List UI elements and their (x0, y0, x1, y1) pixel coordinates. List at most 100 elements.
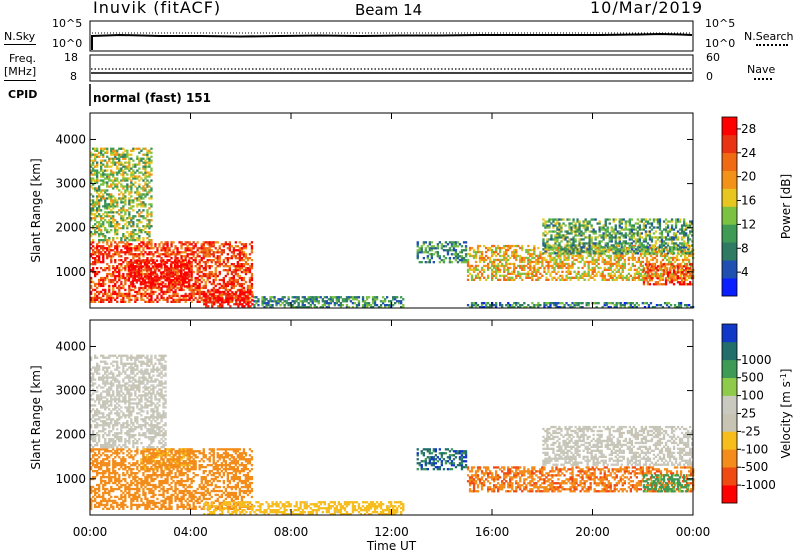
heatmap-cell (96, 163, 99, 166)
heatmap-cell (517, 272, 520, 275)
heatmap-cell (168, 249, 171, 252)
heatmap-cell (90, 235, 93, 238)
heatmap-cell (170, 243, 173, 246)
heatmap-cell (648, 222, 652, 225)
heatmap-cell (242, 255, 246, 258)
heatmap-cell (172, 280, 175, 284)
heatmap-cell (178, 298, 181, 301)
heatmap-cell (209, 297, 212, 300)
heatmap-cell (104, 292, 107, 296)
heatmap-cell (140, 296, 143, 300)
heatmap-cell (633, 244, 636, 248)
heatmap-cell (261, 302, 264, 305)
heatmap-cell (98, 221, 101, 224)
heatmap-cell (98, 233, 101, 236)
heatmap-cell (161, 285, 165, 288)
heatmap-cell (641, 270, 644, 273)
heatmap-cell (529, 262, 532, 266)
heatmap-cell (560, 230, 563, 233)
heatmap-cell (591, 266, 594, 270)
heatmap-cell (136, 157, 139, 160)
heatmap-cell (666, 232, 670, 235)
heatmap-cell (645, 260, 649, 264)
heatmap-cell (174, 245, 177, 248)
heatmap-cell (245, 297, 248, 300)
heatmap-cell (577, 276, 580, 279)
heatmap-cell (212, 294, 215, 298)
heatmap-cell (628, 222, 631, 225)
heatmap-cell (277, 298, 280, 301)
heatmap-cell (132, 294, 135, 298)
heatmap-cell (112, 237, 115, 240)
heatmap-cell (626, 250, 629, 253)
heatmap-cell (615, 270, 618, 273)
heatmap-cell (562, 248, 565, 251)
heatmap-cell (222, 245, 225, 248)
heatmap-cell (466, 278, 470, 281)
heatmap-cell (126, 274, 129, 278)
heatmap-cell (246, 288, 250, 292)
heatmap-cell (371, 296, 375, 299)
heatmap-cell (547, 270, 550, 273)
heatmap-cell (547, 302, 550, 305)
heatmap-cell (118, 294, 121, 298)
heatmap-cell (549, 254, 552, 258)
heatmap-cell (208, 276, 211, 280)
heatmap-cell (592, 230, 595, 233)
heatmap-cell (402, 304, 405, 307)
heatmap-cell (136, 296, 139, 300)
heatmap-cell (544, 226, 547, 229)
heatmap-cell (144, 227, 147, 230)
heatmap-cell (499, 250, 502, 254)
heatmap-cell (150, 169, 153, 172)
heatmap-cell (96, 270, 99, 274)
heatmap-cell (226, 288, 229, 292)
heatmap-cell (567, 262, 570, 266)
heatmap-cell (513, 278, 516, 281)
heatmap-cell (140, 294, 143, 298)
heatmap-cell (610, 234, 613, 237)
heatmap-cell (307, 296, 310, 299)
heatmap-cell (592, 244, 595, 247)
heatmap-cell (249, 301, 252, 304)
heatmap-cell (564, 238, 567, 241)
heatmap-cell (291, 296, 294, 299)
heatmap-cell (519, 266, 522, 270)
heatmap-cell (505, 262, 508, 266)
heatmap-cell (587, 262, 590, 266)
heatmap-cell (132, 205, 135, 208)
heatmap-cell (137, 273, 140, 276)
heatmap-cell (196, 249, 199, 252)
heatmap-cell (202, 269, 205, 272)
heatmap-cell (182, 277, 185, 280)
heatmap-cell (151, 271, 155, 274)
heatmap-cell (166, 245, 169, 248)
heatmap-cell (106, 249, 109, 252)
heatmap-cell (163, 267, 167, 270)
heatmap-cell (159, 277, 163, 280)
heatmap-cell (618, 232, 621, 235)
heatmap-cell (225, 295, 228, 298)
heatmap-cell (603, 258, 606, 262)
heatmap-cell (476, 274, 480, 277)
heatmap-cell (110, 153, 113, 156)
heatmap-cell (574, 238, 577, 241)
heatmap-cell (666, 238, 670, 241)
heatmap-cell (126, 247, 129, 250)
heatmap-cell (126, 185, 129, 188)
heatmap-cell (597, 262, 600, 266)
heatmap-cell (100, 245, 103, 248)
heatmap-cell (106, 274, 109, 278)
heatmap-cell (214, 267, 217, 270)
heatmap-cell (624, 232, 627, 235)
heatmap-cell (225, 297, 228, 300)
heatmap-cell (560, 224, 563, 227)
heatmap-cell (691, 220, 694, 223)
heatmap-cell (533, 268, 536, 271)
heatmap-cell (613, 306, 616, 309)
heatmap-cell (685, 242, 688, 245)
heatmap-cell (136, 263, 139, 266)
heatmap-cell (182, 251, 185, 254)
heatmap-cell (237, 289, 240, 292)
heatmap-cell (573, 254, 576, 258)
